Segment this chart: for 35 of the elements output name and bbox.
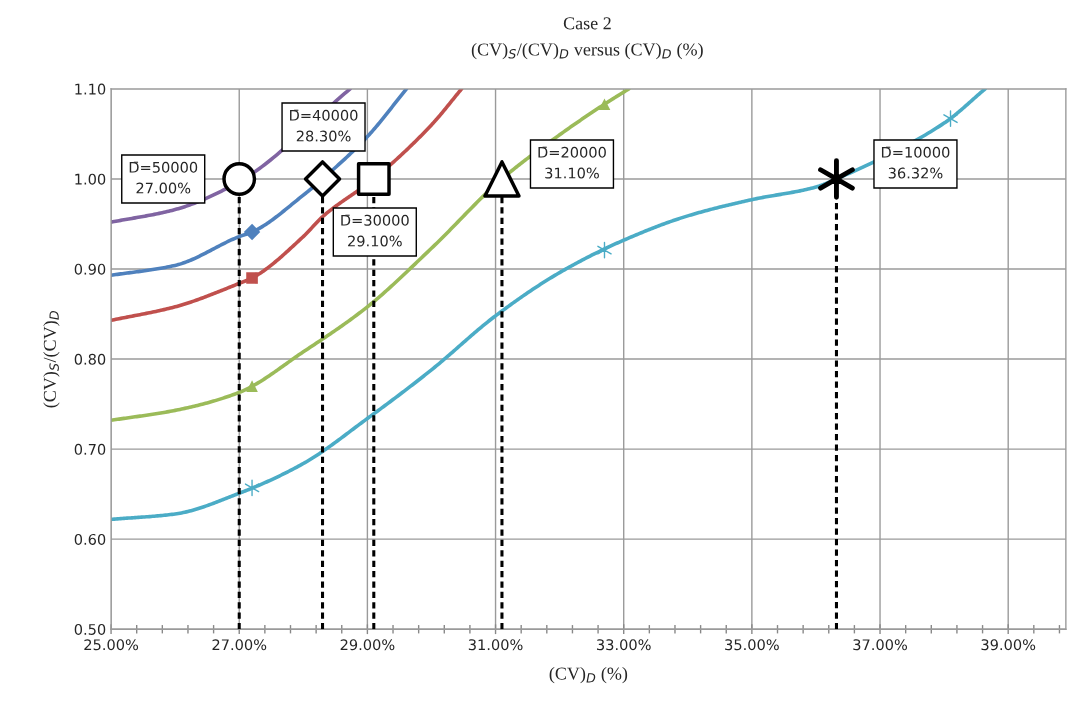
y-tick-label: 1.10	[75, 83, 106, 95]
x-tick-label: 37.00%	[853, 639, 908, 651]
x-tick-label: 29.00%	[340, 639, 395, 651]
y-tick-label: 0.50	[74, 623, 106, 635]
x-tick-label: 27.00%	[212, 639, 267, 651]
x-tick-label: 25.00%	[84, 639, 139, 651]
x-tick-label: 31.00%	[468, 639, 523, 651]
x-tick-label: 39.00%	[981, 639, 1036, 651]
y-axis-title: (CV)$_{S}$/(CV)$_{D}$	[43, 311, 60, 408]
annotation: D̄=50000 27.00%	[129, 161, 198, 194]
point	[303, 160, 342, 198]
point	[356, 161, 391, 196]
annotation: D̄=10000 36.32%	[881, 146, 950, 179]
x-axis-title: (CV)$_{D}$ (%)	[549, 666, 628, 684]
x-tick-label: 33.00%	[597, 639, 651, 651]
point	[943, 110, 958, 127]
point	[243, 223, 261, 241]
annotation: D̄=20000 31.10%	[538, 146, 606, 179]
y-tick-label: 0.70	[74, 443, 106, 455]
chart-subtitle: (CV)$_{S}$/(CV)$_{D}$ versus (CV)$_{D}$ (%)	[471, 42, 703, 60]
point	[818, 158, 855, 200]
point	[246, 380, 258, 392]
point	[483, 160, 521, 198]
point	[246, 272, 258, 284]
y-tick-label: 0.60	[74, 533, 106, 545]
y-tick-label: 1.00	[75, 173, 106, 185]
point	[598, 98, 611, 110]
y-tick-label: 0.90	[74, 263, 106, 275]
chart-title: Case 2	[563, 17, 611, 30]
y-tick-label: 0.80	[74, 353, 106, 365]
annotation: D̄=30000 29.10%	[341, 214, 409, 247]
point	[222, 161, 257, 196]
point	[244, 479, 260, 497]
annotation: D̄=40000 28.30%	[290, 109, 358, 142]
x-tick-label: 35.00%	[725, 639, 779, 651]
